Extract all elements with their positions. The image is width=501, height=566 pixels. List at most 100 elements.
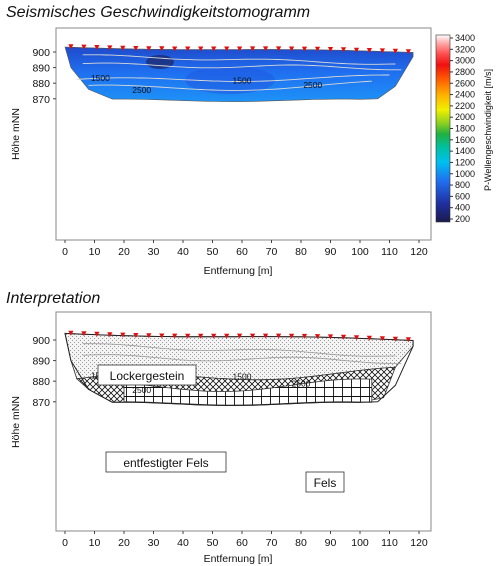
top-x-tick-label: 0: [62, 246, 68, 258]
colorbar-label: P-Wellengeschwindigkeit [m/s]: [483, 69, 493, 191]
bottom-geophone-marker: [81, 331, 87, 337]
top-y-tick-label: 880: [32, 78, 50, 90]
colorbar-tick-label: 3200: [455, 44, 475, 54]
bottom-geophone-marker: [120, 332, 126, 338]
top-x-tick-label: 90: [325, 246, 337, 258]
colorbar-tick-label: 2000: [455, 112, 475, 122]
top-contour-label: 1500: [91, 73, 110, 83]
bottom-x-label: Entfernung [m]: [204, 553, 273, 565]
top-x-tick-label: 40: [177, 246, 189, 258]
colorbar-tick-label: 2800: [455, 67, 475, 77]
bottom-x-tick-label: 90: [325, 537, 337, 549]
colorbar-tick-label: 1400: [455, 146, 475, 156]
bottom-x-tick-label: 40: [177, 537, 189, 549]
top-contour-line: [82, 62, 402, 71]
bottom-y-tick-label: 880: [32, 376, 50, 388]
bottom-geophone-marker: [159, 333, 165, 339]
colorbar-tick-label: 1200: [455, 157, 475, 167]
top-y-tick-label: 870: [32, 94, 50, 106]
bottom-y-tick-label: 890: [32, 356, 50, 368]
colorbar-tick-label: 2400: [455, 90, 475, 100]
top-x-tick-label: 110: [381, 246, 398, 258]
tomogram-outline: [64, 46, 414, 102]
bottom-x-tick-label: 70: [266, 537, 278, 549]
top-contour-line: [76, 74, 390, 82]
bottom-contour-label: 2500: [132, 385, 151, 395]
top-geophone-marker: [146, 46, 152, 52]
bottom-x-tick-label: 60: [236, 537, 248, 549]
top-x-tick-label: 50: [207, 246, 219, 258]
bottom-x-tick-label: 100: [351, 537, 369, 549]
bottom-x-tick-label: 10: [89, 537, 101, 549]
top-geophone-marker: [276, 46, 282, 52]
top-geophone-marker: [366, 48, 372, 53]
colorbar-tick-label: 800: [455, 180, 470, 190]
top-x-tick-label: 60: [236, 246, 248, 258]
bottom-plot-frame: [55, 311, 432, 532]
top-geophone-marker: [81, 44, 87, 50]
bottom-x-tick-label: 80: [295, 537, 307, 549]
bottom-y-ticks: 900 890 880 870: [32, 335, 56, 409]
top-plot: 1500 1500 2500 2500 900 890 880 870 0 10 20 30 40 5…: [10, 27, 432, 277]
bottom-geophone-marker: [314, 334, 321, 340]
bottom-geophone-marker: [146, 333, 152, 339]
bottom-geophone-marker: [107, 332, 113, 338]
top-x-label: Entfernung [m]: [204, 265, 273, 277]
bottom-y-label: Höhe mNN: [10, 396, 22, 448]
top-x-tick-label: 120: [410, 246, 428, 258]
top-x-tick-label: 70: [266, 246, 278, 258]
bottom-x-tick-label: 20: [118, 537, 130, 549]
bottom-contour-label: 1500: [233, 372, 252, 382]
top-geophone-marker: [327, 47, 334, 52]
tomogram-fill: [65, 47, 414, 220]
bottom-y-tick-label: 870: [32, 397, 50, 409]
top-geophone-marker: [392, 48, 398, 54]
top-contour-label: 2500: [132, 85, 151, 95]
top-plot-frame: [55, 27, 432, 241]
bottom-x-ticks: 0 10 20 30 40 50 60 70 80 90 100 110 120: [62, 531, 428, 549]
unit-label-entfestigter-fels: entfestigter Fels: [123, 456, 208, 470]
bottom-geophone-marker: [379, 336, 385, 342]
top-geophone-marker: [379, 48, 385, 54]
top-geophone-marker: [107, 45, 113, 51]
tomogram-hotspot: [285, 180, 375, 220]
bottom-geophone-marker: [327, 334, 334, 340]
top-y-label: Höhe mNN: [10, 108, 22, 160]
bottom-geophone-marker: [211, 333, 217, 339]
colorbar-tick-label: 2600: [455, 78, 475, 88]
bottom-geophone-marker: [366, 335, 372, 341]
colorbar-tick-label: 600: [455, 191, 470, 201]
top-geophone-marker: [211, 46, 217, 52]
colorbar-tick-label: 2200: [455, 101, 475, 111]
top-geophone-marker: [263, 46, 269, 52]
top-geophone-marker: [159, 46, 165, 52]
bottom-x-tick-label: 120: [410, 537, 428, 549]
top-y-ticks: 900 890 880 870: [32, 47, 56, 106]
bottom-contour-line: [82, 354, 402, 364]
bottom-x-tick-label: 30: [148, 537, 160, 549]
bottom-geophone-marker: [185, 333, 191, 339]
top-geophone-marker: [120, 45, 126, 51]
bottom-contour-line: [82, 343, 396, 357]
colorbar-tick-label: 1000: [455, 169, 475, 179]
top-geophone-marker: [289, 46, 295, 52]
label-box-entfestigter-fels: [105, 451, 227, 473]
bottom-contour-label: 2500: [292, 378, 311, 388]
bottom-geophone-marker: [237, 333, 243, 339]
tomogram-low-zone: [185, 66, 275, 94]
bottom-geophone-marker: [289, 333, 295, 339]
colorbar-tick-label: 200: [455, 214, 470, 224]
bottom-x-tick-label: 110: [381, 537, 398, 549]
colorbar-tick-label: 1800: [455, 124, 475, 134]
top-geophone-marker: [68, 44, 74, 50]
unit-label-fels: Fels: [314, 476, 337, 490]
top-geophone-marker: [172, 46, 178, 52]
top-geophone-marker: [353, 47, 360, 53]
bottom-geophone-marker: [198, 333, 204, 339]
bottom-geophone-marker: [68, 330, 74, 336]
top-geophone-marker: [224, 46, 230, 52]
top-contour-line: [82, 54, 396, 65]
